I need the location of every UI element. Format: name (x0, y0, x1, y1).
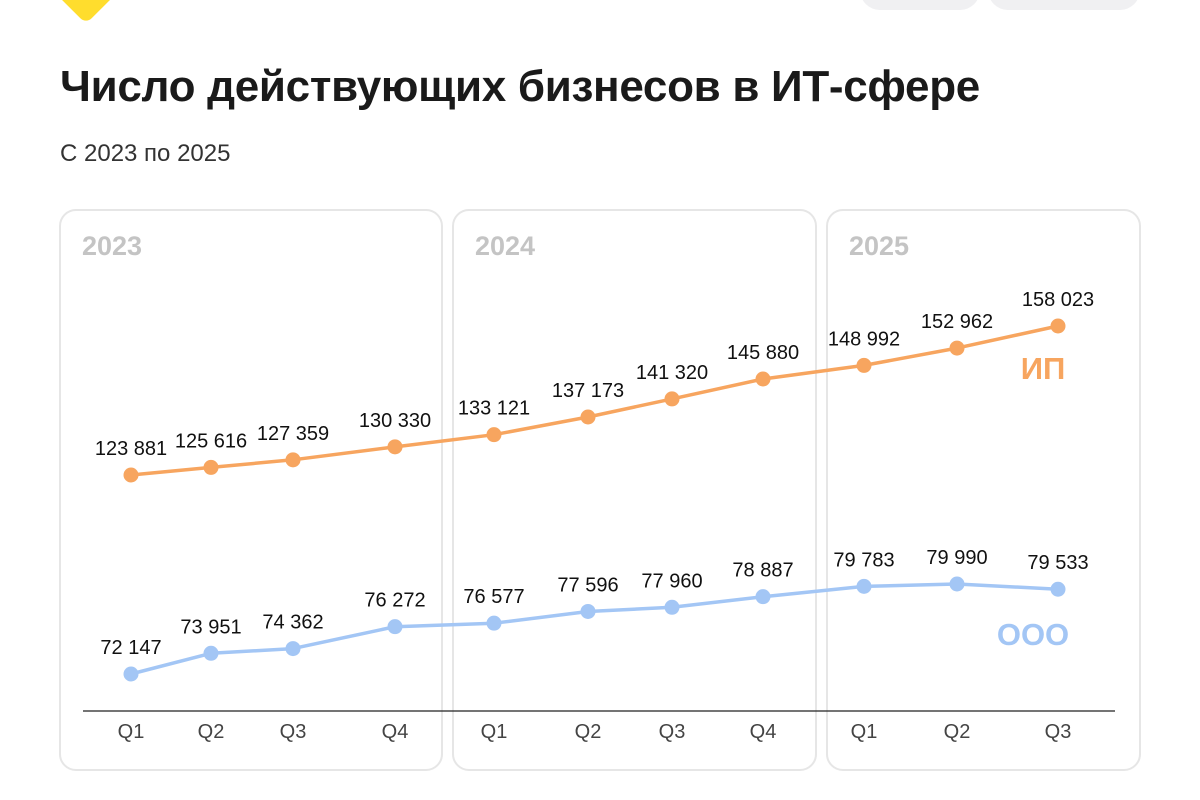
data-point (123, 467, 139, 483)
x-tick-label: Q1 (851, 721, 878, 743)
data-label: 141 320 (636, 362, 708, 384)
data-point (123, 666, 139, 682)
data-label: 77 596 (557, 574, 618, 596)
data-point (664, 391, 680, 407)
year-panel-2024 (452, 209, 817, 771)
data-label: 79 783 (833, 549, 894, 571)
data-point (203, 459, 219, 475)
x-tick-label: Q4 (382, 721, 409, 743)
year-panel-2023 (59, 209, 443, 771)
top-action-button-1[interactable] (860, 0, 980, 10)
data-point (1050, 581, 1066, 597)
data-label: 78 887 (732, 560, 793, 582)
data-point (580, 409, 596, 425)
data-label: 76 577 (463, 586, 524, 608)
x-tick-label: Q2 (944, 721, 971, 743)
data-label: 133 121 (458, 398, 530, 420)
x-tick-label: Q2 (198, 721, 225, 743)
data-label: 148 992 (828, 328, 900, 350)
page-subtitle: С 2023 по 2025 (60, 140, 231, 167)
series-name-ip: ИП (1021, 351, 1066, 386)
data-label: 74 362 (262, 612, 323, 634)
data-label: 72 147 (100, 637, 161, 659)
data-label: 127 359 (257, 423, 329, 445)
data-label: 123 881 (95, 438, 167, 460)
x-tick-label: Q2 (575, 721, 602, 743)
x-tick-label: Q1 (118, 721, 145, 743)
data-label: 130 330 (359, 410, 431, 432)
series-name-ooo: ООО (997, 617, 1069, 652)
data-point (486, 615, 502, 631)
year-label-2025: 2025 (849, 231, 909, 261)
x-tick-label: Q3 (1045, 721, 1072, 743)
data-point (755, 371, 771, 387)
data-label: 76 272 (364, 590, 425, 612)
data-label: 145 880 (727, 342, 799, 364)
data-point (285, 641, 301, 657)
year-label-2023: 2023 (82, 231, 142, 261)
year-label-2024: 2024 (475, 231, 535, 261)
year-panel-2025 (826, 209, 1141, 771)
data-point (949, 576, 965, 592)
data-label: 125 616 (175, 430, 247, 452)
data-label: 152 962 (921, 311, 993, 333)
data-label: 158 023 (1022, 289, 1094, 311)
x-tick-label: Q4 (750, 721, 777, 743)
data-point (755, 589, 771, 605)
x-tick-label: Q3 (280, 721, 307, 743)
data-point (387, 439, 403, 455)
data-point (580, 603, 596, 619)
top-action-button-2[interactable] (988, 0, 1140, 10)
data-label: 73 951 (180, 616, 241, 638)
page-title: Число действующих бизнесов в ИТ-сфере (60, 62, 980, 111)
data-label: 137 173 (552, 380, 624, 402)
x-tick-label: Q3 (659, 721, 686, 743)
data-label: 77 960 (641, 570, 702, 592)
data-point (1050, 318, 1066, 334)
data-point (949, 340, 965, 356)
data-point (203, 645, 219, 661)
data-point (486, 427, 502, 443)
data-point (856, 357, 872, 373)
data-point (856, 578, 872, 594)
data-point (285, 452, 301, 468)
data-point (387, 619, 403, 635)
data-label: 79 990 (926, 547, 987, 569)
x-tick-label: Q1 (481, 721, 508, 743)
data-point (664, 599, 680, 615)
data-label: 79 533 (1027, 552, 1088, 574)
